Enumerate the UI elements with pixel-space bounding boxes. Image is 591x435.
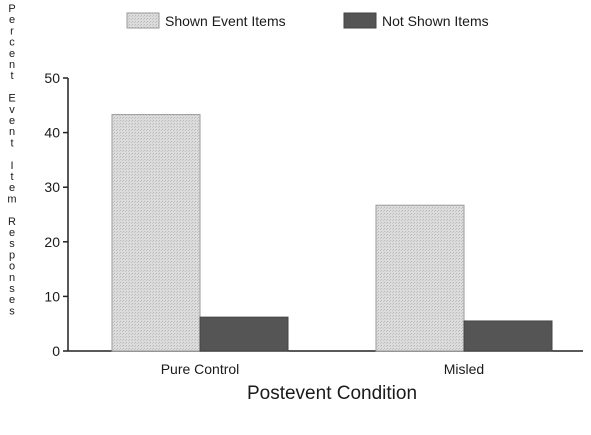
y-axis-label-char: c xyxy=(9,37,15,49)
y-axis-label-char: s xyxy=(9,238,15,250)
y-tick-label: 30 xyxy=(44,179,60,195)
legend-label: Not Shown Items xyxy=(382,13,489,29)
y-axis-label-char: s xyxy=(9,305,15,317)
y-axis-label-char: n xyxy=(9,59,15,71)
y-axis-label-char: P xyxy=(8,3,15,15)
y-axis-label-char: e xyxy=(9,182,15,194)
y-tick-label: 50 xyxy=(44,70,60,86)
x-tick-label: Misled xyxy=(444,361,484,377)
y-axis-label-char: e xyxy=(9,14,15,26)
y-axis-label-char: r xyxy=(10,25,14,37)
y-axis-label-char: E xyxy=(8,93,15,105)
bars xyxy=(111,114,553,352)
bar-shown-event-items-pure-control xyxy=(111,114,201,352)
y-axis-label-char: v xyxy=(9,104,15,116)
y-axis-label-char: t xyxy=(10,171,13,183)
bar-not-shown-items-misled xyxy=(463,320,553,352)
y-tick-label: 40 xyxy=(44,125,60,141)
y-axis-label-char: e xyxy=(9,48,15,60)
legend: Shown Event Items Not Shown Items xyxy=(126,12,489,29)
y-axis-label-char: o xyxy=(9,261,15,273)
y-axis-label-char: s xyxy=(9,283,15,295)
y-axis-label-char: I xyxy=(10,160,13,172)
y-axis-label-char: e xyxy=(9,227,15,239)
y-axis-label-char: t xyxy=(10,137,13,149)
y-axis-label-char: e xyxy=(9,294,15,306)
y-tick-label: 10 xyxy=(44,288,60,304)
legend-swatch-shown-event-items xyxy=(126,12,160,29)
y-axis-label-char: R xyxy=(8,216,16,228)
y-axis-label-char: n xyxy=(9,272,15,284)
y-axis-label-char: p xyxy=(9,249,15,261)
y-axis-label-char: m xyxy=(7,193,16,205)
bar-not-shown-items-pure-control xyxy=(199,316,289,352)
y-axis-label-char: t xyxy=(10,70,13,82)
y-tick-label: 20 xyxy=(44,234,60,250)
y-tick-label: 0 xyxy=(52,343,60,359)
bar-shown-event-items-misled xyxy=(375,204,465,352)
y-axis-label-char: n xyxy=(9,126,15,138)
x-tick-labels: Pure Control Misled xyxy=(161,361,485,377)
legend-swatch-not-shown-items xyxy=(343,12,377,29)
y-axis-label-char: e xyxy=(9,115,15,127)
x-tick-label: Pure Control xyxy=(161,361,240,377)
x-axis-label: Postevent Condition xyxy=(247,383,417,404)
legend-label: Shown Event Items xyxy=(165,13,286,29)
